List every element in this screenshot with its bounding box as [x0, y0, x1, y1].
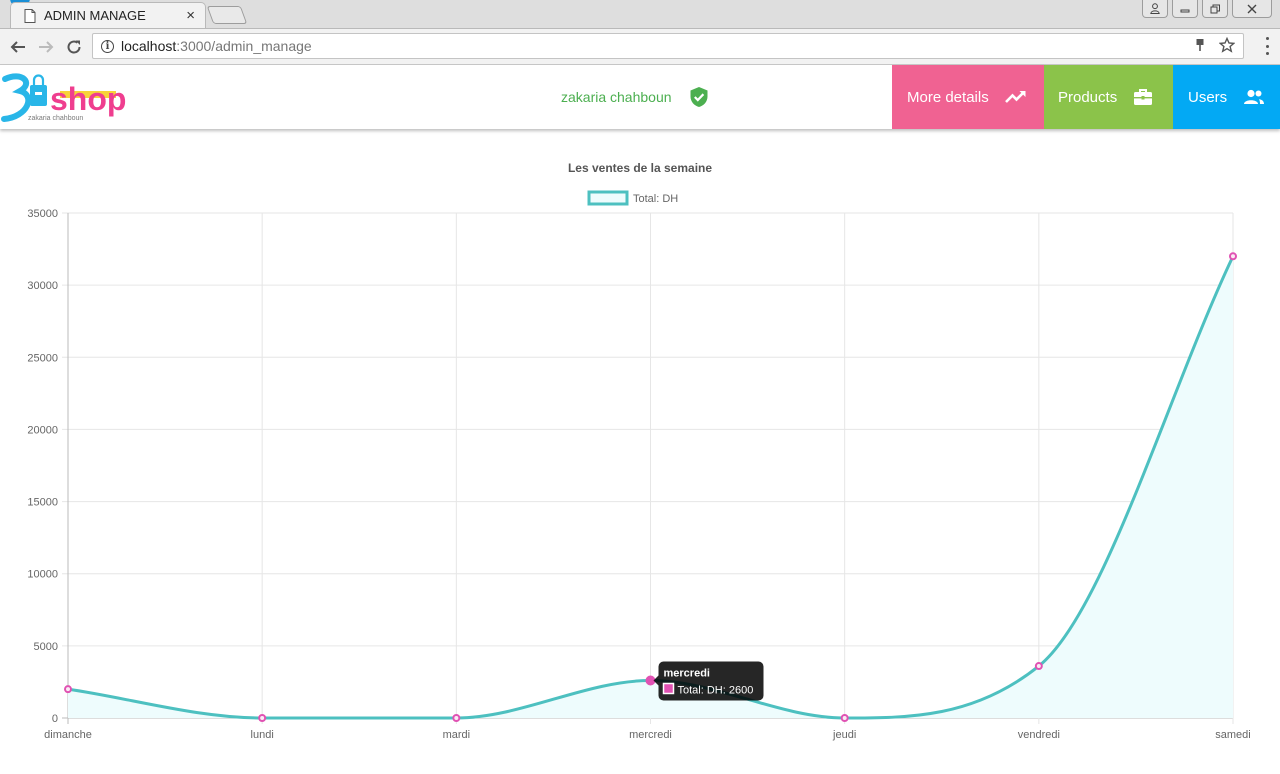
pin-icon[interactable]	[1195, 38, 1205, 57]
legend-swatch	[587, 190, 629, 206]
page-icon	[24, 8, 36, 23]
app-navbar: shop zakaria chahboun zakaria chahboun M…	[0, 65, 1280, 129]
close-window-icon[interactable]	[1232, 0, 1272, 18]
data-point[interactable]	[64, 685, 72, 694]
x-tick-label: vendredi	[1018, 729, 1060, 741]
nav-users[interactable]: Users	[1173, 65, 1280, 129]
brand-logo[interactable]: shop zakaria chahboun	[0, 69, 130, 125]
tooltip-label: Total: DH: 2600	[678, 684, 754, 696]
y-tick-label: 5000	[34, 641, 58, 653]
browser-tab-strip: ADMIN MANAGE ×	[0, 0, 1280, 29]
restore-icon[interactable]	[1202, 0, 1228, 18]
bookmark-star-icon[interactable]	[1218, 36, 1236, 58]
data-point[interactable]	[452, 714, 461, 722]
y-tick-label: 20000	[27, 424, 58, 436]
verified-shield-icon	[689, 86, 709, 108]
tab-title: ADMIN MANAGE	[44, 8, 146, 23]
chart-points	[64, 252, 1237, 722]
y-tick-label: 35000	[27, 208, 58, 220]
chart-legend[interactable]: Total: DH	[587, 190, 678, 206]
tooltip-box	[658, 661, 764, 701]
minimize-icon[interactable]	[1172, 0, 1198, 18]
browser-menu-icon[interactable]	[1264, 37, 1270, 55]
data-point[interactable]	[645, 675, 656, 686]
weekly-sales-chart: Les ventes de la semaine Total: DH 0 5000…	[0, 150, 1280, 769]
x-tick-label: mardi	[443, 729, 471, 741]
y-tick-label: 25000	[27, 352, 58, 364]
trending-up-icon	[1004, 90, 1027, 104]
forward-arrow-icon[interactable]	[36, 37, 56, 57]
y-tick-label: 0	[52, 713, 58, 725]
y-tick-label: 30000	[27, 280, 58, 292]
tooltip-caret	[653, 675, 659, 686]
x-tick-label: dimanche	[44, 729, 92, 741]
browser-tab[interactable]: ADMIN MANAGE ×	[10, 2, 206, 28]
url-path: :3000/admin_manage	[176, 38, 312, 54]
x-tick-label: mercredi	[629, 729, 672, 741]
x-tick-label: lundi	[251, 729, 274, 741]
user-status: zakaria chahboun	[561, 65, 709, 129]
data-point[interactable]	[258, 714, 267, 722]
tooltip-title: mercredi	[664, 667, 710, 679]
x-tick-label: samedi	[1215, 729, 1250, 741]
nav-products[interactable]: Products	[1044, 65, 1173, 129]
user-name: zakaria chahboun	[561, 89, 672, 105]
tab-close-icon[interactable]: ×	[186, 7, 195, 24]
logo-wordmark: shop	[50, 81, 126, 117]
back-arrow-icon[interactable]	[8, 37, 28, 57]
y-tick-label: 10000	[27, 569, 58, 581]
url-text: localhost:3000/admin_manage	[121, 38, 312, 54]
users-icon	[1243, 89, 1265, 105]
browser-toolbar: i localhost:3000/admin_manage	[0, 29, 1280, 65]
chart-title: Les ventes de la semaine	[568, 161, 712, 175]
data-point[interactable]	[1229, 252, 1237, 261]
address-bar[interactable]: i localhost:3000/admin_manage	[92, 33, 1244, 59]
chart-tooltip: mercredi Total: DH: 2600	[653, 661, 764, 701]
user-icon[interactable]	[1142, 0, 1168, 18]
data-point[interactable]	[1034, 662, 1043, 671]
nav-more-details[interactable]: More details	[892, 65, 1044, 129]
briefcase-icon	[1133, 88, 1153, 106]
data-point[interactable]	[840, 714, 849, 722]
nav-more-details-label: More details	[907, 88, 989, 106]
y-tick-label: 15000	[27, 497, 58, 509]
legend-label: Total: DH	[633, 193, 678, 205]
window-controls	[1142, 0, 1272, 18]
url-host: localhost	[121, 38, 177, 54]
tooltip-swatch	[662, 682, 675, 695]
logo-tagline: zakaria chahboun	[28, 115, 83, 122]
info-icon[interactable]: i	[101, 39, 114, 53]
nav-products-label: Products	[1058, 88, 1118, 106]
reload-icon[interactable]	[64, 37, 84, 57]
new-tab-button[interactable]	[206, 6, 248, 24]
series-area-fill	[68, 256, 1233, 718]
x-tick-label: jeudi	[832, 729, 856, 741]
chart-canvas: Les ventes de la semaine Total: DH 0 5000…	[27, 161, 1250, 741]
nav-users-label: Users	[1188, 88, 1228, 106]
